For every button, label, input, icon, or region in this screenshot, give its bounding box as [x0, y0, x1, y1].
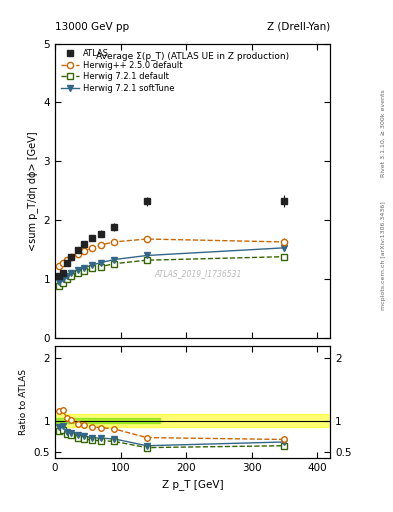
Text: Average Σ(p_T) (ATLAS UE in Z production): Average Σ(p_T) (ATLAS UE in Z production… [96, 52, 289, 61]
Text: Rivet 3.1.10, ≥ 300k events: Rivet 3.1.10, ≥ 300k events [381, 89, 386, 177]
Bar [55, 414, 330, 427]
Text: ATLAS_2019_I1736531: ATLAS_2019_I1736531 [154, 269, 242, 278]
Legend: ATLAS, Herwig++ 2.5.0 default, Herwig 7.2.1 default, Herwig 7.2.1 softTune: ATLAS, Herwig++ 2.5.0 default, Herwig 7.… [59, 48, 184, 95]
Bar [55, 418, 160, 423]
Text: mcplots.cern.ch [arXiv:1306.3436]: mcplots.cern.ch [arXiv:1306.3436] [381, 202, 386, 310]
Text: 13000 GeV pp: 13000 GeV pp [55, 22, 129, 32]
Y-axis label: <sum p_T/dη dϕ> [GeV]: <sum p_T/dη dϕ> [GeV] [27, 131, 38, 250]
Text: Z (Drell-Yan): Z (Drell-Yan) [267, 22, 330, 32]
X-axis label: Z p_T [GeV]: Z p_T [GeV] [162, 479, 223, 489]
Y-axis label: Ratio to ATLAS: Ratio to ATLAS [19, 369, 28, 435]
